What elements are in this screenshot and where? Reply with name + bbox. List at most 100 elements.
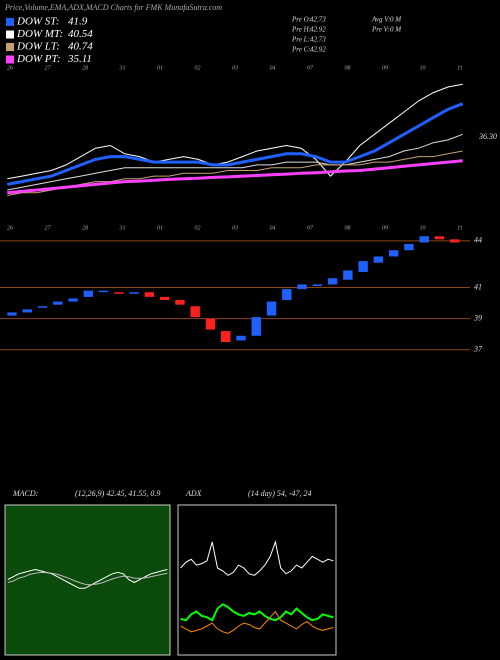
date-label: 11 xyxy=(457,65,463,71)
candle-body xyxy=(404,244,414,251)
series-line xyxy=(7,83,463,180)
candle-body xyxy=(114,292,124,294)
stat-label: Pre H: xyxy=(291,26,311,34)
legend-swatch xyxy=(6,55,14,64)
y-tick-label: 36.30 xyxy=(478,132,497,141)
stat-value: 42.92 xyxy=(310,26,326,34)
stat-value: 0 M xyxy=(390,16,402,24)
legend-value: 41.9 xyxy=(68,16,88,28)
date-label: 07 xyxy=(307,225,314,231)
date-label: 09 xyxy=(382,225,388,231)
candle-body xyxy=(373,256,384,263)
stat-label: Pre V: xyxy=(371,26,390,34)
date-label: 04 xyxy=(270,64,276,71)
legend-name: DOW PT: xyxy=(16,53,61,65)
stat-value: 42.73 xyxy=(310,16,326,24)
candle-body xyxy=(7,312,17,316)
stat-value: 42.73 xyxy=(310,36,326,44)
candle-body xyxy=(159,296,170,300)
date-label: 03 xyxy=(232,225,238,231)
candle-body xyxy=(358,261,368,272)
candle-body xyxy=(221,331,231,342)
date-label: 01 xyxy=(157,65,163,71)
date-label: 11 xyxy=(457,225,463,231)
legend-name: DOW MT: xyxy=(16,28,63,40)
date-label: 10 xyxy=(420,65,426,71)
adx-panel xyxy=(177,504,337,656)
date-label: 03 xyxy=(232,65,238,71)
date-label: 02 xyxy=(195,225,201,231)
series-line xyxy=(7,159,463,195)
stat-label: Pre O: xyxy=(291,16,311,24)
series-line xyxy=(7,571,168,586)
candle-body xyxy=(190,306,200,318)
panel-subtitle: (14 day) 54, -47, 24 xyxy=(248,489,312,498)
candle-body xyxy=(312,284,323,286)
date-label: 08 xyxy=(345,225,351,231)
date-label: 26 xyxy=(7,65,13,71)
candle-body xyxy=(251,317,261,336)
y-tick-label: 44 xyxy=(474,236,482,245)
series-line xyxy=(180,610,334,634)
candle-body xyxy=(327,278,338,285)
candle-body xyxy=(22,309,32,313)
date-label: 31 xyxy=(119,225,126,231)
series-line xyxy=(7,102,464,186)
panel-subtitle: (12,26,9) 42.45, 41.55, 0.9 xyxy=(75,489,160,498)
date-label: 28 xyxy=(82,65,88,71)
candle-body xyxy=(343,270,353,280)
candle-body xyxy=(205,318,216,330)
candle-body xyxy=(297,284,307,290)
legend-value: 40.74 xyxy=(68,41,93,53)
candle-body xyxy=(450,239,460,243)
candle-body xyxy=(68,298,78,302)
legend-name: DOW LT: xyxy=(16,41,60,53)
legend-swatch xyxy=(6,43,14,51)
series-line xyxy=(7,568,168,589)
candle-body xyxy=(83,290,94,297)
candle-body xyxy=(388,250,399,257)
candle-body xyxy=(434,236,445,240)
stat-value: 42.92 xyxy=(310,46,326,54)
series-line xyxy=(180,603,334,622)
candle-body xyxy=(419,236,429,243)
stat-label: Pre C: xyxy=(291,46,311,54)
date-label: 26 xyxy=(7,225,13,231)
candle-body xyxy=(282,289,292,300)
date-label: 28 xyxy=(82,225,88,231)
series-line xyxy=(180,540,334,576)
y-tick-label: 39 xyxy=(473,313,482,322)
date-label: 10 xyxy=(420,225,426,231)
date-label: 27 xyxy=(45,225,52,231)
series-line xyxy=(7,150,463,196)
candle-body xyxy=(236,335,246,341)
candle-body xyxy=(129,292,139,294)
date-label: 01 xyxy=(157,225,163,231)
candle-body xyxy=(53,301,63,305)
date-label: 27 xyxy=(45,65,52,71)
stat-label: Pre L: xyxy=(291,36,310,44)
candle-body xyxy=(144,292,155,297)
panel-title: ADX xyxy=(185,489,203,498)
panel-title: MACD: xyxy=(12,489,39,498)
candle-body xyxy=(37,306,48,308)
legend-value: 35.11 xyxy=(67,53,92,65)
stat-value: 0 M xyxy=(390,26,402,34)
date-label: 02 xyxy=(195,65,201,71)
candle-body xyxy=(175,300,185,305)
legend-swatch xyxy=(6,30,14,39)
date-label: 31 xyxy=(119,65,126,71)
legend-swatch xyxy=(6,18,14,26)
legend-name: DOW ST: xyxy=(16,16,59,28)
series-line xyxy=(7,133,463,191)
stat-label: Avg V: xyxy=(371,16,390,24)
date-label: 04 xyxy=(270,224,276,231)
y-tick-label: 37 xyxy=(473,345,483,354)
candle-body xyxy=(266,301,277,316)
candle-body xyxy=(98,290,109,293)
date-label: 08 xyxy=(345,65,351,71)
macd-panel xyxy=(4,504,171,656)
date-label: 09 xyxy=(382,65,388,71)
y-tick-label: 41 xyxy=(474,282,482,291)
